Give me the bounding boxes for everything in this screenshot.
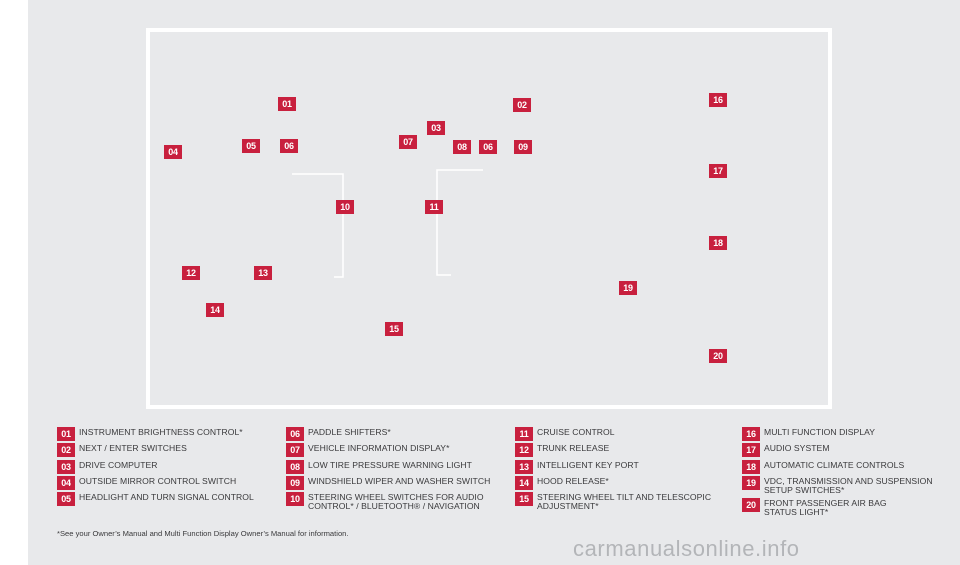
legend-label: STEERING WHEEL SWITCHES FOR AUDIO CONTRO… <box>308 492 484 511</box>
legend-label: WINDSHIELD WIPER AND WASHER SWITCH <box>308 476 491 486</box>
bracket-10-line <box>292 173 344 278</box>
legend-number: 03 <box>57 460 75 474</box>
legend-number: 02 <box>57 443 75 457</box>
legend-label: INSTRUMENT BRIGHTNESS CONTROL* <box>79 427 243 437</box>
legend-label: HEADLIGHT AND TURN SIGNAL CONTROL <box>79 492 254 502</box>
legend-number: 10 <box>286 492 304 506</box>
legend-label: AUTOMATIC CLIMATE CONTROLS <box>764 460 905 470</box>
legend-label: LOW TIRE PRESSURE WARNING LIGHT <box>308 460 472 470</box>
legend-label: PADDLE SHIFTERS* <box>308 427 391 437</box>
callout-19: 19 <box>619 281 637 295</box>
legend-number: 13 <box>515 460 533 474</box>
legend-number: 11 <box>515 427 533 441</box>
legend-label: VDC, TRANSMISSION AND SUSPENSION SETUP S… <box>764 476 933 495</box>
callout-01: 01 <box>278 97 296 111</box>
legend-number: 17 <box>742 443 760 457</box>
callout-14: 14 <box>206 303 224 317</box>
legend-label: STEERING WHEEL TILT AND TELESCOPIC ADJUS… <box>537 492 712 511</box>
callout-17: 17 <box>709 164 727 178</box>
footnote: *See your Owner’s Manual and Multi Funct… <box>57 529 349 538</box>
callout-09: 09 <box>514 140 532 154</box>
callout-06: 06 <box>280 139 298 153</box>
callout-06-right: 06 <box>479 140 497 154</box>
legend-label: OUTSIDE MIRROR CONTROL SWITCH <box>79 476 237 486</box>
callout-12: 12 <box>182 266 200 280</box>
callout-05: 05 <box>242 139 260 153</box>
legend-number: 01 <box>57 427 75 441</box>
legend-label: CRUISE CONTROL <box>537 427 615 437</box>
legend-number: 16 <box>742 427 760 441</box>
legend-label: VEHICLE INFORMATION DISPLAY* <box>308 443 450 453</box>
legend-label: TRUNK RELEASE <box>537 443 610 453</box>
callout-02: 02 <box>513 98 531 112</box>
legend-number: 05 <box>57 492 75 506</box>
callout-11: 11 <box>425 200 443 214</box>
legend-label: NEXT / ENTER SWITCHES <box>79 443 187 453</box>
callout-13: 13 <box>254 266 272 280</box>
legend-number: 18 <box>742 460 760 474</box>
callout-08: 08 <box>453 140 471 154</box>
callout-10: 10 <box>336 200 354 214</box>
legend-number: 09 <box>286 476 304 490</box>
legend-number: 08 <box>286 460 304 474</box>
legend-label: DRIVE COMPUTER <box>79 460 158 470</box>
legend-label: FRONT PASSENGER AIR BAG STATUS LIGHT* <box>764 498 887 517</box>
legend-number: 06 <box>286 427 304 441</box>
legend-number: 07 <box>286 443 304 457</box>
bracket-11-line <box>436 169 483 276</box>
legend-number: 20 <box>742 498 760 512</box>
legend-label: INTELLIGENT KEY PORT <box>537 460 639 470</box>
legend-label: AUDIO SYSTEM <box>764 443 830 453</box>
callout-07: 07 <box>399 135 417 149</box>
callout-18: 18 <box>709 236 727 250</box>
legend-number: 04 <box>57 476 75 490</box>
legend-number: 19 <box>742 476 760 490</box>
callout-04: 04 <box>164 145 182 159</box>
legend-number: 14 <box>515 476 533 490</box>
legend-label: MULTI FUNCTION DISPLAY <box>764 427 876 437</box>
legend-label: HOOD RELEASE* <box>537 476 609 486</box>
dashboard-diagram-frame <box>146 28 832 409</box>
callout-03: 03 <box>427 121 445 135</box>
callout-15: 15 <box>385 322 403 336</box>
legend-number: 12 <box>515 443 533 457</box>
legend-number: 15 <box>515 492 533 506</box>
watermark: carmanualsonline.info <box>573 536 800 561</box>
callout-16: 16 <box>709 93 727 107</box>
callout-20: 20 <box>709 349 727 363</box>
